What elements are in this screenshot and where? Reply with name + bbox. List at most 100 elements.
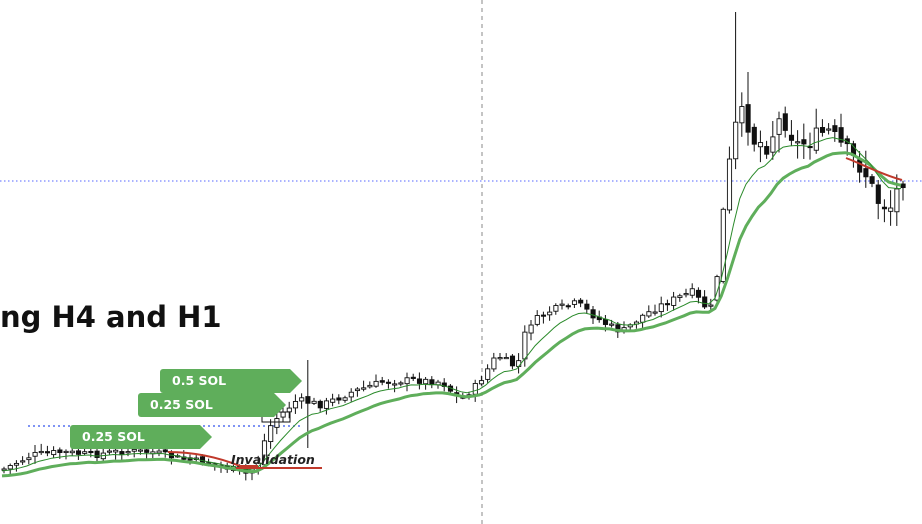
candle-bear bbox=[782, 113, 788, 131]
candle-bear bbox=[509, 355, 516, 367]
candle-bull bbox=[7, 465, 13, 470]
candle-bear bbox=[602, 318, 609, 325]
candle-bull bbox=[503, 357, 509, 360]
candle-bull bbox=[38, 450, 44, 454]
position-tag-0-5-sol: 0.5 SOL bbox=[160, 369, 302, 393]
candle-bull bbox=[757, 142, 764, 148]
candle-bear bbox=[819, 127, 826, 133]
candle-bull bbox=[658, 303, 664, 313]
candle-bull bbox=[137, 449, 144, 452]
candle-bear bbox=[857, 159, 863, 173]
candle-bear bbox=[702, 296, 708, 308]
candle-bull bbox=[888, 207, 894, 212]
candle-bull bbox=[156, 450, 162, 454]
candle-bear bbox=[94, 450, 100, 458]
candle-bull bbox=[726, 158, 733, 211]
candle-bear bbox=[385, 381, 392, 384]
candle-bear bbox=[590, 309, 596, 319]
candle-bull bbox=[640, 314, 646, 323]
candle-bull bbox=[367, 384, 373, 388]
candle-bull bbox=[348, 391, 354, 398]
candle-bull bbox=[69, 450, 75, 454]
candle-bull bbox=[113, 449, 119, 453]
candle-bull bbox=[478, 380, 485, 385]
candle-bull bbox=[268, 425, 274, 443]
candle-bear bbox=[807, 145, 813, 149]
candle-bear bbox=[578, 299, 584, 304]
candle-bull bbox=[559, 303, 565, 306]
candle-bear bbox=[664, 303, 671, 306]
position-tag-0-25-sol-upper: 0.25 SOL bbox=[138, 393, 286, 417]
candle-bear bbox=[416, 378, 423, 384]
candle-bear bbox=[336, 397, 342, 401]
candle-bull bbox=[82, 451, 88, 454]
candle-bull bbox=[125, 451, 131, 454]
candle-bull bbox=[361, 387, 367, 390]
candle-bear bbox=[900, 183, 906, 189]
candle-bear bbox=[764, 146, 770, 155]
candle-bull bbox=[20, 460, 26, 463]
candle-bear bbox=[584, 303, 590, 310]
candle-bear bbox=[410, 376, 416, 379]
candle-bull bbox=[677, 295, 683, 298]
candle-bear bbox=[788, 134, 795, 141]
candle-bull bbox=[299, 397, 305, 402]
candle-bear bbox=[305, 396, 311, 404]
candle-bear bbox=[119, 451, 125, 455]
candle-bull bbox=[497, 357, 503, 360]
candle-bull bbox=[13, 462, 20, 466]
headline-text: ng H4 and H1 bbox=[0, 300, 222, 334]
candle-bull bbox=[528, 324, 534, 334]
candle-bear bbox=[801, 139, 807, 145]
ema-red-segment-left bbox=[167, 451, 258, 467]
candle-bull bbox=[261, 440, 268, 466]
candle-bull bbox=[689, 288, 695, 296]
candle-bear bbox=[751, 126, 757, 145]
candle-bull bbox=[292, 401, 299, 409]
position-tag-label: 0.25 SOL bbox=[82, 429, 145, 444]
ema-slow-line bbox=[1, 151, 902, 478]
candle-bull bbox=[32, 451, 38, 457]
candle-bull bbox=[330, 398, 336, 403]
candle-bull bbox=[733, 121, 739, 160]
candle-bull bbox=[609, 323, 615, 326]
candle-bear bbox=[695, 289, 702, 298]
ema-red-segment-right bbox=[845, 157, 903, 181]
candle-bull bbox=[131, 448, 137, 452]
candle-bull bbox=[571, 300, 578, 305]
candle-bear bbox=[144, 449, 150, 453]
candle-bull bbox=[770, 136, 776, 153]
candle-bull bbox=[776, 118, 782, 135]
candle-bear bbox=[317, 400, 323, 409]
candle-bull bbox=[323, 400, 330, 409]
candle-bull bbox=[404, 377, 410, 385]
candle-bull bbox=[652, 311, 658, 314]
candle-bull bbox=[646, 311, 652, 317]
candle-bear bbox=[429, 379, 435, 386]
candle-bull bbox=[553, 305, 559, 312]
candle-bull bbox=[708, 304, 714, 307]
candle-bull bbox=[739, 106, 745, 124]
candle-bull bbox=[26, 457, 32, 461]
ema-fast-line bbox=[1, 137, 902, 472]
candle-bull bbox=[342, 397, 348, 401]
candle-bull bbox=[795, 141, 801, 144]
position-tag-0-25-sol-lower: 0.25 SOL bbox=[70, 425, 212, 449]
candle-bull bbox=[423, 378, 429, 385]
candle-bear bbox=[745, 104, 751, 133]
candle-bear bbox=[565, 305, 571, 308]
candle-bear bbox=[162, 449, 168, 453]
candle-bull bbox=[714, 276, 720, 301]
candle-bull bbox=[274, 418, 280, 428]
candle-bear bbox=[88, 450, 94, 454]
candle-bull bbox=[894, 188, 900, 213]
candle-bear bbox=[540, 314, 547, 317]
candle-bull bbox=[522, 331, 528, 360]
candle-bear bbox=[44, 451, 51, 454]
candle-bear bbox=[881, 206, 888, 210]
candle-bull bbox=[63, 450, 69, 454]
candle-bull bbox=[472, 382, 478, 395]
candle-bull bbox=[51, 450, 57, 456]
candle-bull bbox=[354, 388, 361, 392]
